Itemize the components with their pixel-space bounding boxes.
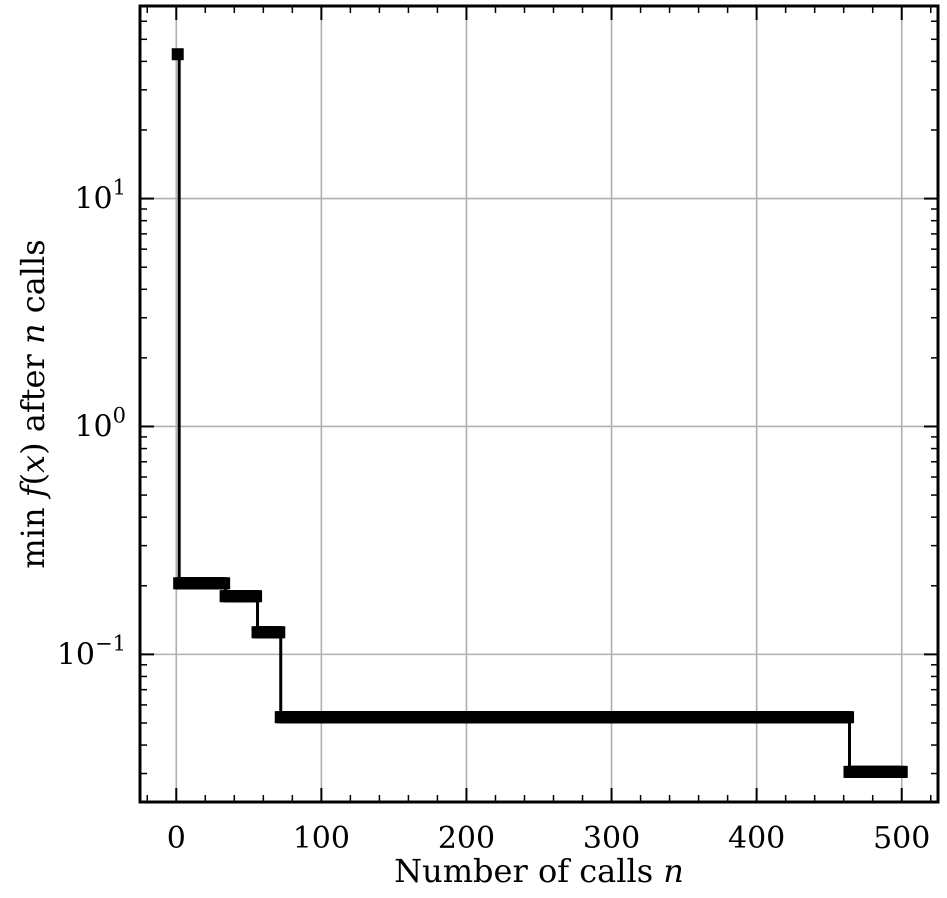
- x-tick-label: 0: [167, 821, 186, 856]
- grid: [140, 6, 938, 802]
- x-tick-label: 100: [293, 821, 350, 856]
- x-tick-label: 200: [438, 821, 495, 856]
- plot-frame: [138, 4, 940, 804]
- y-tick-label: 100: [74, 403, 126, 444]
- series-marker: [842, 711, 855, 724]
- x-tick-label: 400: [728, 821, 785, 856]
- x-tick-label: 300: [583, 821, 640, 856]
- series-marker: [895, 765, 908, 778]
- series-marker: [171, 48, 184, 61]
- y-tick-label: 101: [74, 176, 126, 217]
- series-marker: [250, 590, 263, 603]
- tick-labels: 0 100 200 300 400 500 10−1 100 101: [57, 176, 931, 856]
- axis-ticks: [140, 5, 938, 802]
- series-marker: [273, 626, 286, 639]
- series-marker: [218, 577, 231, 590]
- x-tick-label: 500: [873, 821, 930, 856]
- series-line: [177, 52, 902, 774]
- series-min-f: [171, 48, 908, 778]
- y-axis-label: min f(x) after n calls: [14, 239, 52, 568]
- y-tick-label: 10−1: [57, 631, 126, 672]
- x-axis-label: Number of calls n: [394, 852, 684, 890]
